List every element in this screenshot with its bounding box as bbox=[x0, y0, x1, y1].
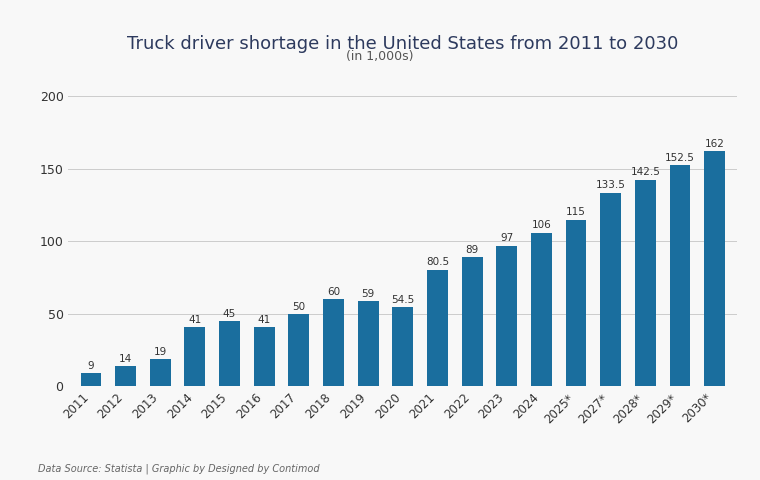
Text: 19: 19 bbox=[154, 347, 167, 357]
Bar bbox=[531, 233, 552, 386]
Text: 14: 14 bbox=[119, 354, 132, 364]
Text: 162: 162 bbox=[705, 139, 724, 149]
Text: 59: 59 bbox=[362, 288, 375, 299]
Bar bbox=[185, 327, 205, 386]
Bar bbox=[289, 314, 309, 386]
Text: 9: 9 bbox=[87, 361, 94, 371]
Text: (in 1,000s): (in 1,000s) bbox=[347, 50, 413, 63]
Text: 133.5: 133.5 bbox=[596, 180, 625, 191]
Text: 152.5: 152.5 bbox=[665, 153, 695, 163]
Bar bbox=[670, 165, 690, 386]
Bar bbox=[358, 301, 378, 386]
Text: 106: 106 bbox=[531, 220, 551, 230]
Title: Truck driver shortage in the United States from 2011 to 2030: Truck driver shortage in the United Stat… bbox=[127, 36, 679, 53]
Bar bbox=[635, 180, 656, 386]
Bar bbox=[705, 151, 725, 386]
Bar bbox=[427, 270, 448, 386]
Bar bbox=[254, 327, 274, 386]
Text: 60: 60 bbox=[327, 287, 340, 297]
Bar bbox=[116, 366, 136, 386]
Bar bbox=[496, 246, 517, 386]
Bar bbox=[565, 219, 587, 386]
Text: 45: 45 bbox=[223, 309, 236, 319]
Text: 54.5: 54.5 bbox=[391, 295, 414, 305]
Bar bbox=[600, 192, 621, 386]
Text: Data Source: Statista | Graphic by Designed by Contimod: Data Source: Statista | Graphic by Desig… bbox=[38, 464, 320, 474]
Bar bbox=[150, 359, 171, 386]
Text: 80.5: 80.5 bbox=[426, 257, 449, 267]
Bar bbox=[462, 257, 483, 386]
Text: 41: 41 bbox=[258, 315, 271, 325]
Bar bbox=[392, 307, 413, 386]
Bar bbox=[323, 300, 344, 386]
Bar bbox=[219, 321, 240, 386]
Text: 89: 89 bbox=[465, 245, 479, 255]
Text: 142.5: 142.5 bbox=[631, 168, 660, 178]
Bar bbox=[81, 373, 101, 386]
Text: 97: 97 bbox=[500, 233, 514, 243]
Text: 115: 115 bbox=[566, 207, 586, 217]
Text: 41: 41 bbox=[188, 315, 201, 325]
Text: 50: 50 bbox=[293, 301, 306, 312]
